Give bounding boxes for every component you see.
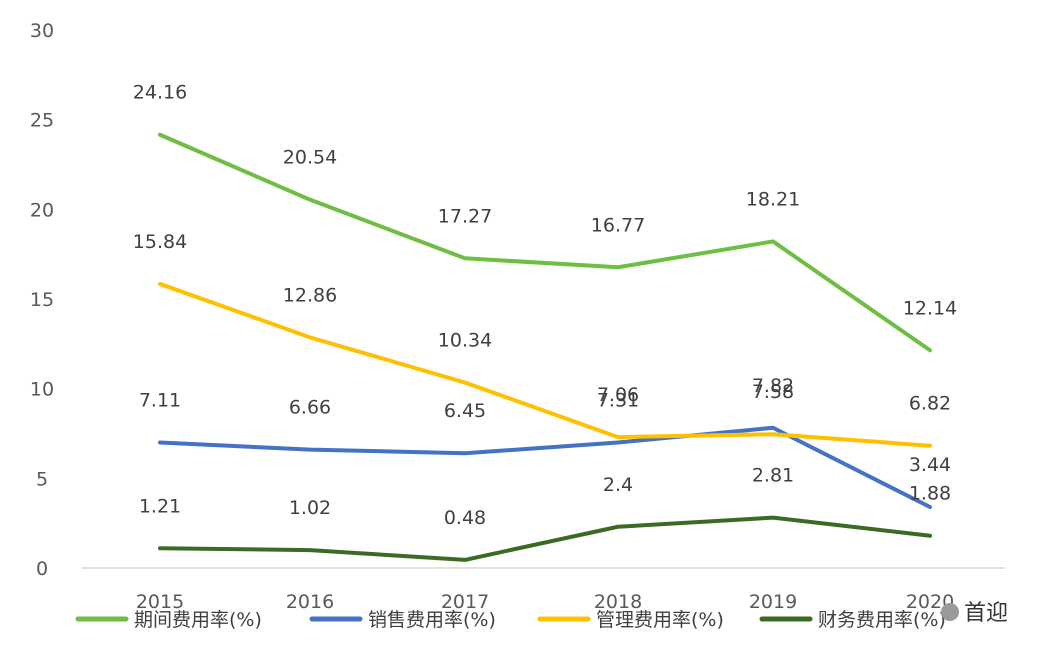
data-label: 7.82 <box>752 375 794 397</box>
y-tick-label: 5 <box>36 468 48 490</box>
data-point <box>617 436 619 438</box>
data-label: 10.34 <box>438 330 492 352</box>
x-tick-label: 2020 <box>906 591 954 613</box>
data-point <box>772 517 774 519</box>
legend-label: 管理费用率(%) <box>596 609 724 631</box>
data-point <box>309 199 311 201</box>
watermark-text: 首迎 <box>964 601 1008 626</box>
data-label: 1.88 <box>909 483 951 505</box>
series-lines <box>158 132 932 562</box>
data-label: 7.11 <box>139 389 181 411</box>
data-label: 6.66 <box>289 397 331 419</box>
data-point <box>309 336 311 338</box>
data-point <box>929 506 931 508</box>
data-label: 7.31 <box>597 389 639 411</box>
data-point <box>929 349 931 351</box>
data-label: 12.14 <box>903 297 957 319</box>
legend-item: 管理费用率(%) <box>537 609 724 631</box>
x-tick-label: 2016 <box>286 591 334 613</box>
legend-item: 销售费用率(%) <box>309 609 496 631</box>
legend-label: 财务费用率(%) <box>818 609 946 631</box>
y-tick-label: 15 <box>30 289 54 311</box>
data-point <box>159 547 161 549</box>
data-label: 15.84 <box>133 231 187 253</box>
data-point <box>309 449 311 451</box>
data-label: 12.86 <box>283 284 337 306</box>
y-tick-label: 25 <box>30 110 54 132</box>
legend-label: 销售费用率(%) <box>368 609 496 631</box>
data-point <box>772 240 774 242</box>
series-line <box>158 515 932 562</box>
y-axis: 0 5 10 15 20 25 30 <box>30 20 54 580</box>
data-label: 2.4 <box>603 474 633 496</box>
legend-item: 财务费用率(%) <box>759 609 946 631</box>
data-label: 3.44 <box>909 454 951 476</box>
data-label: 17.27 <box>438 205 492 227</box>
y-tick-label: 0 <box>36 558 48 580</box>
data-point <box>309 549 311 551</box>
series-line <box>158 425 932 510</box>
data-point <box>929 535 931 537</box>
data-label: 24.16 <box>133 82 187 104</box>
data-label: 1.02 <box>289 497 331 519</box>
watermark: 首迎 <box>941 601 1008 626</box>
watermark-logo-icon <box>941 603 959 621</box>
x-axis: 2015 2016 2017 2018 2019 2020 <box>136 591 954 613</box>
data-point <box>464 559 466 561</box>
data-label: 6.82 <box>909 393 951 415</box>
data-point <box>617 441 619 443</box>
legend: 期间费用率(%) 销售费用率(%) 管理费用率(%) 财务费用率(%) <box>75 609 946 631</box>
data-point <box>772 433 774 435</box>
y-tick-label: 20 <box>30 199 54 221</box>
data-point <box>159 134 161 136</box>
data-label: 2.81 <box>752 465 794 487</box>
data-point <box>617 266 619 268</box>
y-tick-label: 10 <box>30 379 54 401</box>
data-label: 1.21 <box>139 495 181 517</box>
data-label: 6.45 <box>444 400 486 422</box>
x-tick-label: 2018 <box>594 591 642 613</box>
data-point <box>159 441 161 443</box>
data-point <box>159 283 161 285</box>
series-line <box>158 281 932 448</box>
data-point <box>464 382 466 384</box>
data-point <box>464 257 466 259</box>
x-tick-label: 2015 <box>136 591 184 613</box>
data-label: 18.21 <box>746 188 800 210</box>
legend-item: 期间费用率(%) <box>75 609 262 631</box>
x-tick-label: 2017 <box>441 591 489 613</box>
y-tick-label: 30 <box>30 20 54 42</box>
data-point <box>772 427 774 429</box>
data-label: 16.77 <box>591 214 645 236</box>
data-label: 7.58 <box>752 381 794 403</box>
data-labels: 24.16 20.54 17.27 16.77 18.21 12.14 7.11 6.66 6.… <box>133 82 957 529</box>
data-label: 20.54 <box>283 147 337 169</box>
data-label: 0.48 <box>444 507 486 529</box>
series-line <box>158 132 932 353</box>
data-point <box>617 526 619 528</box>
legend-label: 期间费用率(%) <box>134 609 262 631</box>
x-tick-label: 2019 <box>749 591 797 613</box>
data-point <box>929 445 931 447</box>
data-label: 7.06 <box>597 384 639 406</box>
data-point <box>464 452 466 454</box>
